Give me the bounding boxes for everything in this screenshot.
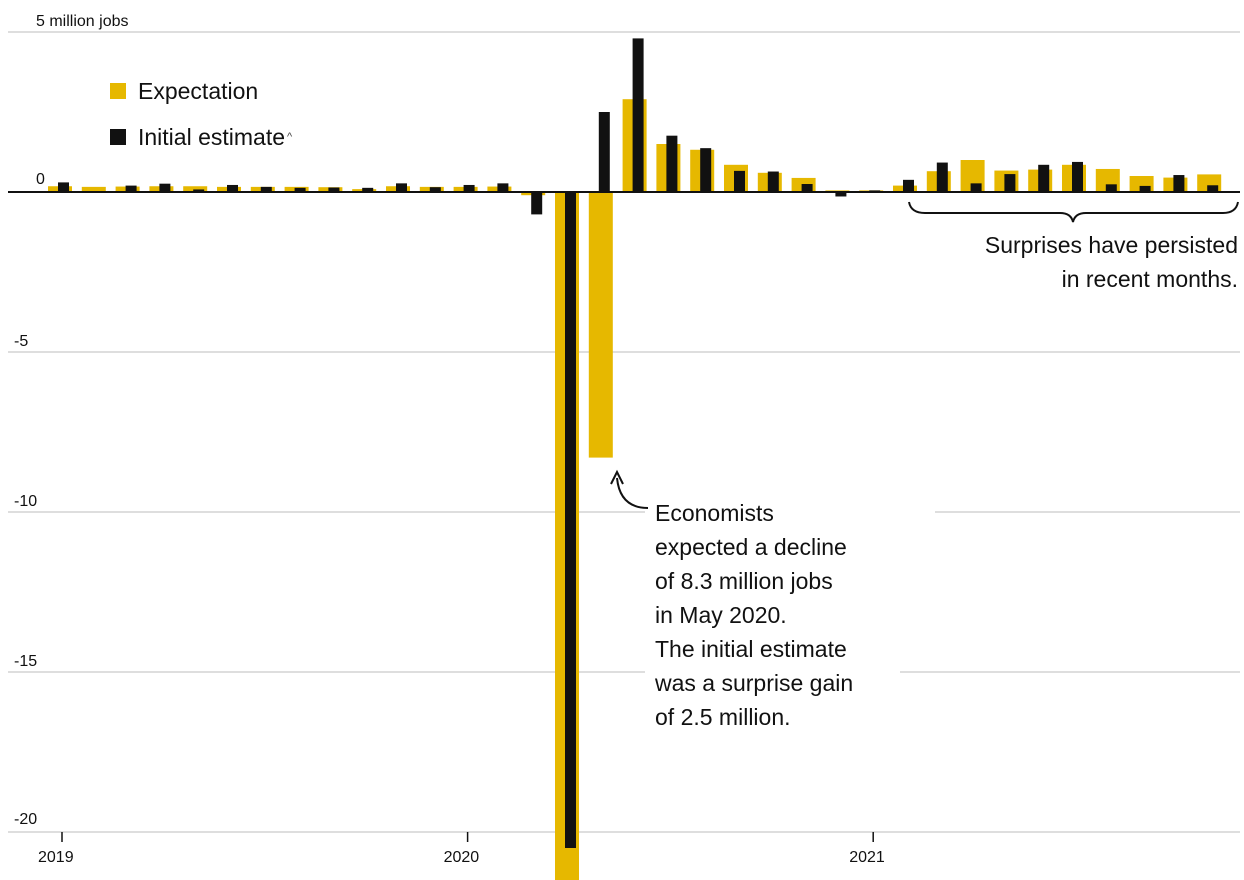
annotation-may-2020: Economists expected a decline of 8.3 mil… [655,496,915,734]
annotation-recent-months: Surprises have persisted in recent month… [985,228,1238,296]
expectation-bar [588,192,613,458]
annotation-line: expected a decline [655,534,847,560]
initial-estimate-bar [193,189,205,192]
initial-estimate-bar [970,183,982,192]
y-tick-label: -5 [14,333,28,350]
annotation-line: of 8.3 million jobs [655,568,833,594]
initial-estimate-bar [125,185,137,192]
expectation-bar [183,186,208,192]
initial-estimate-bar [294,187,306,192]
recent-months-bracket [908,201,1239,223]
initial-estimate-bar [227,184,238,192]
legend-label-expectation: Expectation [138,77,259,104]
initial-estimate-bar [1004,174,1016,192]
initial-estimate-bar [598,112,610,192]
y-tick-label: -15 [14,653,37,670]
initial-estimate-bar [1139,185,1151,192]
annotation-line: Surprises have persisted [984,232,1238,258]
initial-estimate-bar [632,38,644,193]
initial-estimate-bar [700,148,712,192]
legend-footnote-marker: ^ [287,131,293,143]
annotation-line: in recent months. [1061,266,1238,292]
initial-estimate-bar [328,187,340,192]
initial-estimate-bar [1038,164,1050,192]
initial-estimate-bar [1173,175,1185,192]
x-tick-label: 2021 [849,849,885,866]
initial-estimate-bar [362,187,374,192]
initial-estimate-bar [1072,161,1083,192]
may-2020-arrow [610,469,649,509]
legend-item-expectation: Expectation [110,68,292,114]
initial-estimate-bar [903,179,914,192]
initial-estimate-bar [463,184,475,192]
initial-estimate-bar [159,183,171,192]
y-tick-label: -10 [14,493,37,510]
initial-estimate-bar [58,182,69,192]
expectation-bar [81,186,106,192]
initial-estimate-bar [565,192,576,848]
annotation-line: of 2.5 million. [655,704,791,730]
legend-label-initial-estimate: Initial estimate [138,123,286,150]
initial-estimate-bar [835,192,847,197]
initial-estimate-bar [936,162,948,192]
y-tick-label: 0 [36,171,45,188]
x-tick-label: 2020 [444,849,480,866]
initial-estimate-bar [429,187,441,192]
annotation-line: The initial estimate [655,636,847,662]
y-tick-label: 5 million jobs [36,13,128,30]
initial-estimate-bar [801,184,813,192]
annotation-line: was a surprise gain [655,670,854,696]
y-axis-labels: 5 million jobs 0 -5 -10 -15 -20 [14,13,128,828]
bars [48,38,1222,880]
annotation-line: in May 2020. [655,602,787,628]
initial-estimate-bar [1105,184,1117,192]
gridlines [8,31,1240,833]
initial-estimate-bar [666,135,678,192]
initial-estimate-bar [734,170,745,192]
initial-estimate-bar [767,171,779,192]
x-tick-label: 2019 [38,849,74,866]
initial-estimate-bar [531,192,543,215]
initial-estimate-bar [1207,185,1219,192]
annotation-line: Economists [655,500,774,526]
y-tick-label: -20 [14,811,37,828]
initial-estimate-bar [497,183,509,192]
initial-estimate-bar [396,183,407,192]
initial-estimate-bar [260,186,272,192]
legend-swatch-expectation [110,83,126,99]
x-axis-labels: 2019 2020 2021 [38,832,885,866]
legend-swatch-initial-estimate [110,129,126,145]
legend-item-initial-estimate: Initial estimate ^ [110,114,292,160]
legend: Expectation Initial estimate ^ [110,68,292,160]
